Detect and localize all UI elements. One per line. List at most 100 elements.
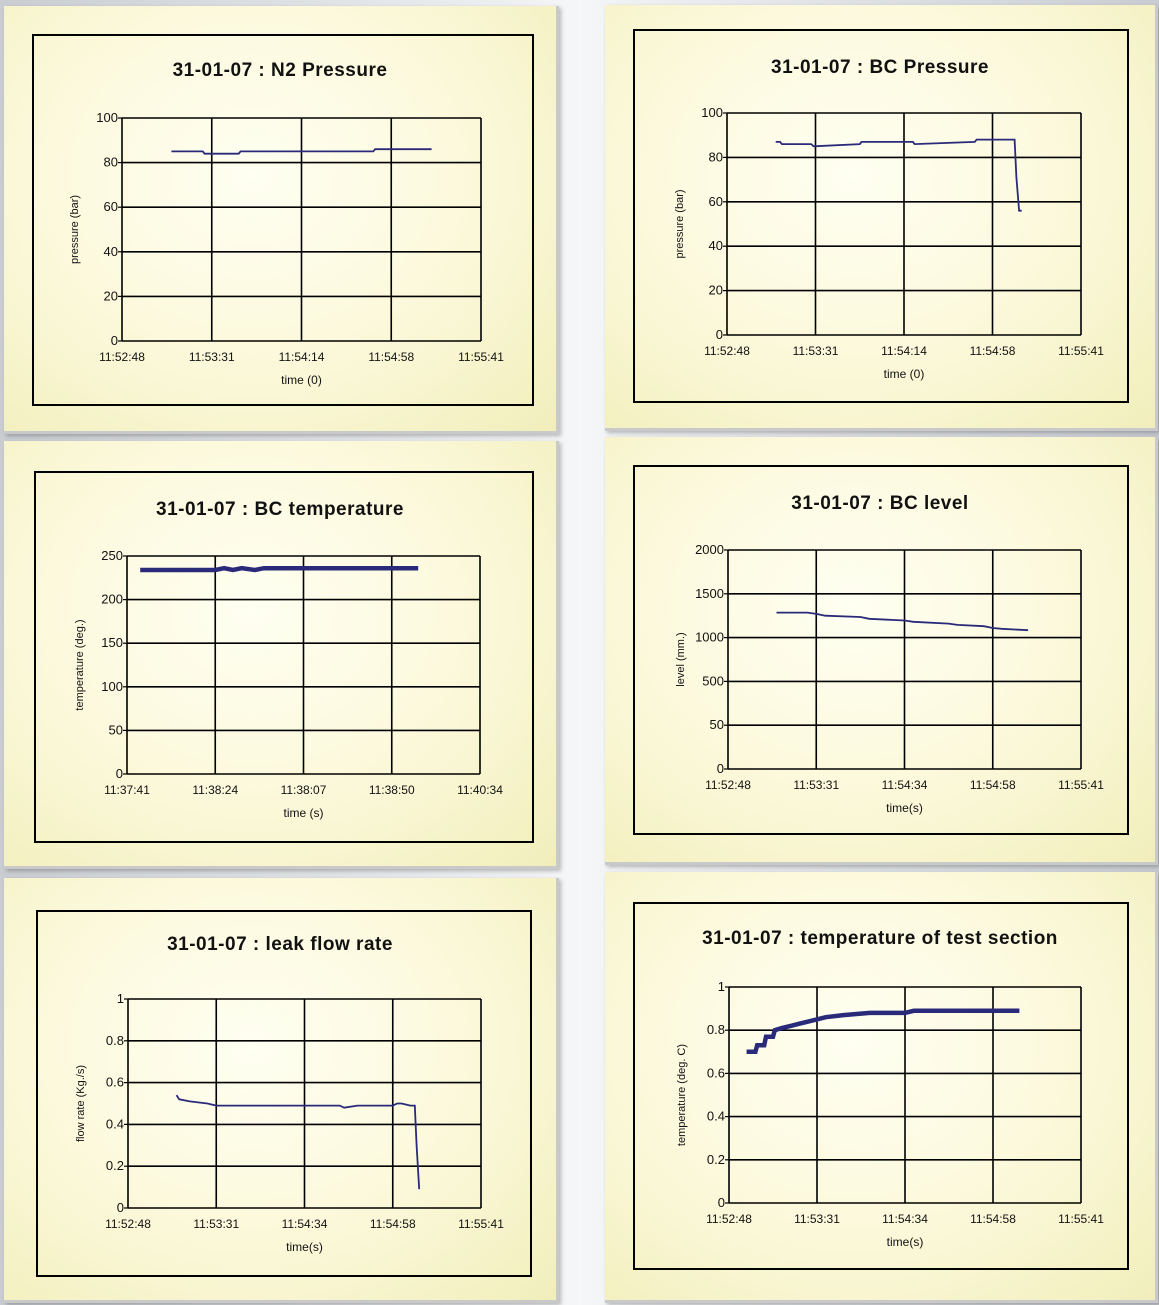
y-tick-label: 100	[96, 110, 118, 125]
x-tick-label: 11:52:48	[99, 350, 145, 364]
y-tick-label: 80	[709, 149, 723, 164]
y-tick-label: 0.8	[106, 1033, 124, 1048]
y-tick-label: 100	[101, 679, 123, 694]
chart-panel-n2-pressure: 31-01-07 : N2 Pressure 0 20 40 60 80 100 11:52…	[4, 6, 559, 434]
series-line	[171, 148, 432, 155]
y-tick-label: 0.6	[106, 1075, 124, 1090]
y-tick-label: 1	[718, 979, 725, 994]
series-line	[775, 138, 1022, 212]
y-tick-label: 20	[104, 288, 118, 303]
chart-panel-leak-flow-rate: 31-01-07 : leak flow rate 0 0.2 0.4 0.6 0.8 1…	[4, 878, 559, 1303]
y-tick-label: 0	[117, 1200, 124, 1215]
x-tick-label: 11:38:24	[192, 783, 238, 797]
x-tick-label: 11:52:48	[105, 1217, 151, 1231]
y-tick-label: 0	[718, 1195, 725, 1210]
x-tick-label: 11:52:48	[705, 778, 751, 792]
y-axis-label: temperature (deg.)	[74, 619, 86, 710]
y-axis-label: flow rate (Kg./s)	[75, 1065, 87, 1142]
x-tick-label: 11:53:31	[794, 1212, 840, 1226]
x-tick-label: 11:40:34	[457, 783, 503, 797]
x-tick-label: 11:54:58	[970, 1212, 1016, 1226]
x-tick-label: 11:55:41	[458, 1217, 504, 1231]
chart-panel-bc-temperature: 31-01-07 : BC temperature 0 50 100 150 200 25…	[4, 441, 559, 869]
y-tick-label: 60	[104, 199, 118, 214]
y-tick-label: 0.4	[707, 1109, 725, 1124]
x-tick-label: 11:55:41	[1058, 778, 1104, 792]
chart-plot: 0 50 500 1000 1500 2000 11:52:48 11:53:31 11:54:…	[675, 542, 1104, 815]
x-axis-label: time (s)	[284, 806, 324, 820]
x-tick-label: 11:54:58	[970, 778, 1016, 792]
x-tick-label: 11:54:58	[970, 344, 1016, 358]
y-tick-label: 500	[702, 673, 724, 688]
chart-frame	[633, 902, 1129, 1270]
y-tick-label: 0.6	[707, 1065, 725, 1080]
y-tick-label: 0.8	[707, 1022, 725, 1037]
y-tick-label: 250	[101, 548, 123, 563]
chart-plot: 0 50 100 150 200 250 11:37:41 11:38:24 11:38:07 1…	[74, 548, 503, 820]
y-tick-label: 150	[101, 635, 123, 650]
series-line	[140, 565, 419, 573]
y-tick-label: 1	[117, 991, 124, 1006]
series-line	[746, 1008, 1020, 1055]
x-tick-label: 11:53:31	[193, 1217, 239, 1231]
chart-title: 31-01-07 : temperature of test section	[702, 928, 1058, 949]
x-axis-label: time(s)	[887, 1235, 924, 1249]
x-tick-label: 11:38:07	[281, 783, 327, 797]
chart-title: 31-01-07 : leak flow rate	[167, 934, 393, 955]
x-tick-label: 11:55:41	[1058, 1212, 1104, 1226]
y-axis-label: level (mm.)	[675, 632, 687, 686]
chart-title: 31-01-07 : BC temperature	[156, 499, 404, 520]
y-axis-label: pressure (bar)	[674, 189, 686, 258]
series-line	[175, 1094, 421, 1190]
x-tick-label: 11:38:50	[369, 783, 415, 797]
chart-panel-bc-level: 31-01-07 : BC level 0 50 500 1000 1500 2000 11…	[605, 437, 1158, 865]
y-axis-label: pressure (bar)	[69, 195, 81, 264]
x-tick-label: 11:54:34	[882, 778, 928, 792]
y-tick-label: 0.2	[707, 1152, 725, 1167]
y-tick-label: 60	[709, 194, 723, 209]
y-tick-label: 1500	[695, 586, 724, 601]
chart-frame	[633, 29, 1129, 403]
x-tick-label: 11:53:31	[189, 350, 235, 364]
y-tick-label: 200	[101, 592, 123, 607]
y-tick-label: 1000	[695, 630, 724, 645]
chart-frame	[36, 910, 532, 1277]
y-tick-label: 20	[709, 283, 723, 298]
y-tick-label: 100	[701, 105, 723, 120]
y-tick-label: 80	[104, 155, 118, 170]
y-tick-label: 0.2	[106, 1158, 124, 1173]
x-axis-label: time (0)	[884, 367, 925, 381]
y-tick-label: 0	[116, 766, 123, 781]
y-tick-label: 0	[717, 761, 724, 776]
chart-frame	[34, 471, 534, 843]
chart-frame	[32, 34, 534, 406]
x-tick-label: 11:53:31	[793, 344, 839, 358]
x-tick-label: 11:54:14	[279, 350, 325, 364]
chart-title: 31-01-07 : BC level	[791, 493, 969, 514]
x-tick-label: 11:54:14	[881, 344, 927, 358]
y-tick-label: 40	[104, 244, 118, 259]
x-axis-label: time(s)	[286, 1240, 323, 1254]
chart-frame	[633, 465, 1129, 835]
x-axis-label: time (0)	[281, 373, 322, 387]
chart-title: 31-01-07 : N2 Pressure	[172, 60, 388, 81]
y-tick-label: 40	[709, 238, 723, 253]
x-tick-label: 11:54:58	[370, 1217, 416, 1231]
y-tick-label: 2000	[695, 542, 724, 557]
chart-panel-bc-pressure: 31-01-07 : BC Pressure 0 20 40 60 80 100 11:52…	[605, 5, 1158, 431]
y-axis-label: temperature (deg. C)	[676, 1044, 688, 1146]
x-tick-label: 11:55:41	[458, 350, 504, 364]
chart-plot: 0 20 40 60 80 100 11:52:48 11:53:31 11:54:14 11:5…	[674, 105, 1104, 381]
y-tick-label: 0	[716, 327, 723, 342]
series-line	[776, 611, 1029, 632]
x-tick-label: 11:52:48	[704, 344, 750, 358]
chart-plot: 0 0.2 0.4 0.6 0.8 1 11:52:48 11:53:31 11:54:34 11…	[676, 979, 1104, 1249]
y-tick-label: 0.4	[106, 1116, 124, 1131]
x-tick-label: 11:53:31	[793, 778, 839, 792]
chart-title: 31-01-07 : BC Pressure	[771, 57, 989, 78]
x-tick-label: 11:54:34	[882, 1212, 928, 1226]
x-tick-label: 11:54:34	[282, 1217, 328, 1231]
chart-plot: 0 20 40 60 80 100 11:52:48 11:53:31 11:54:14 11:5…	[69, 110, 504, 387]
x-axis-label: time(s)	[886, 801, 923, 815]
chart-plot: 0 0.2 0.4 0.6 0.8 1 11:52:48 11:53:31 11:54:34 11…	[75, 991, 504, 1254]
